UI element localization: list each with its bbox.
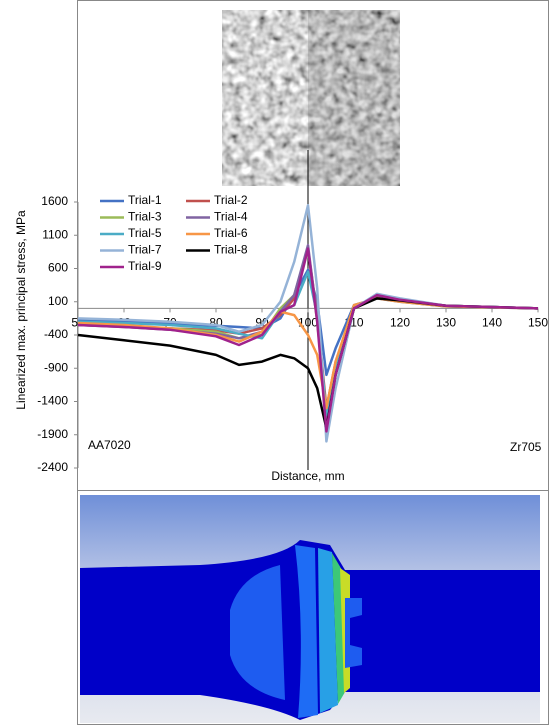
x-tick-label: 100 bbox=[298, 316, 318, 330]
annotation: Zr705 bbox=[510, 440, 542, 454]
series-line bbox=[77, 204, 539, 443]
legend-label: Trial-5 bbox=[128, 226, 162, 240]
series-line bbox=[77, 247, 539, 433]
y-tick-label: 1600 bbox=[41, 194, 68, 208]
legend-label: Trial-2 bbox=[214, 193, 248, 207]
y-tick-label: -400 bbox=[44, 327, 68, 341]
legend-label: Trial-7 bbox=[128, 243, 162, 257]
annotation: AA7020 bbox=[88, 438, 131, 452]
y-tick-label: -2400 bbox=[37, 460, 68, 474]
x-tick-label: 120 bbox=[390, 316, 410, 330]
legend-label: Trial-9 bbox=[128, 259, 162, 273]
x-axis-title: Distance, mm bbox=[271, 469, 344, 483]
legend-label: Trial-1 bbox=[128, 193, 162, 207]
y-tick-label: -1400 bbox=[37, 394, 68, 408]
legend-label: Trial-6 bbox=[214, 226, 248, 240]
legend-label: Trial-8 bbox=[214, 243, 248, 257]
y-tick-label: 100 bbox=[48, 294, 68, 308]
y-tick-label: 600 bbox=[48, 261, 68, 275]
legend-label: Trial-4 bbox=[214, 210, 248, 224]
series-line bbox=[77, 297, 539, 430]
x-tick-label: 130 bbox=[436, 316, 456, 330]
y-tick-label: -1900 bbox=[37, 427, 68, 441]
x-tick-label: 150 bbox=[528, 316, 548, 330]
y-axis-title: Linearized max. principal stress, MPa bbox=[14, 210, 28, 410]
fe-model bbox=[80, 495, 540, 723]
x-tick-label: 140 bbox=[482, 316, 502, 330]
micrograph bbox=[222, 10, 400, 186]
legend-label: Trial-3 bbox=[128, 210, 162, 224]
y-tick-label: -900 bbox=[44, 360, 68, 374]
y-tick-label: 1100 bbox=[42, 227, 68, 241]
